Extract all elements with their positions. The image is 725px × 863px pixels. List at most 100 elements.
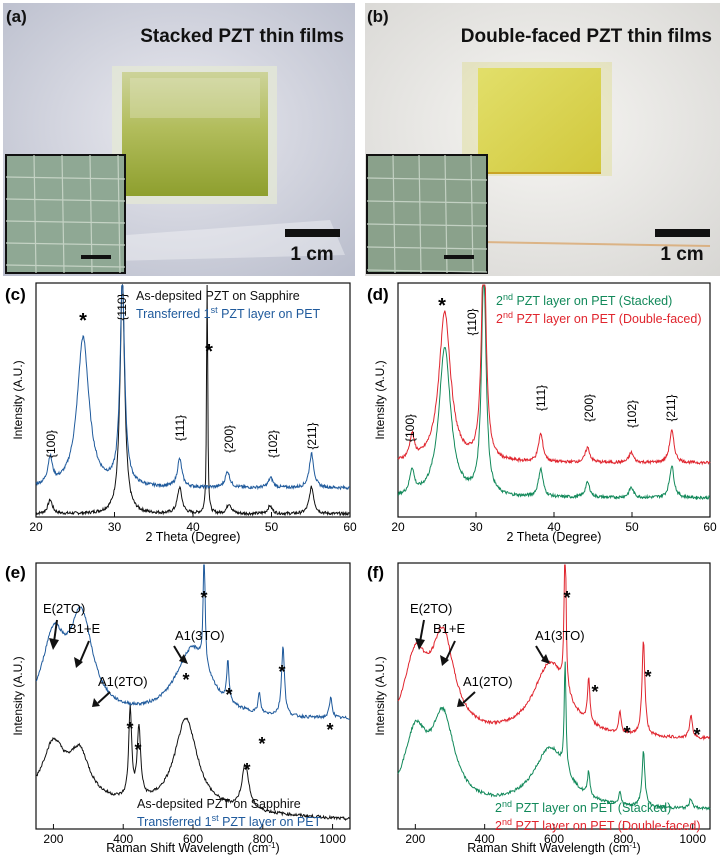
legend-entry-red: 2nd PZT layer on PET (Double-faced): [495, 817, 700, 833]
xrd-chart-c: (c) 20 30 40 50 60 As-depsited PZT on Sapphi…: [5, 282, 357, 544]
mode-label-a13to: A1(3TO): [535, 628, 585, 643]
peak-label-211: {211}: [664, 394, 678, 421]
x-axis-label: Raman Shift Wavelength (cm-1): [467, 841, 640, 856]
inset-micrograph: [5, 154, 126, 274]
star-marker: *: [79, 310, 87, 332]
star-marker: *: [258, 734, 265, 754]
annotation-arrows: [53, 619, 184, 704]
annotation-arrows: [419, 619, 546, 704]
legend-entry-green: 2nd PZT layer on PET (Stacked): [495, 799, 671, 815]
star-marker: *: [182, 670, 189, 690]
x-tick-label: 600: [183, 832, 203, 846]
x-axis-label: 2 Theta (Degree): [507, 530, 602, 544]
star-marker: *: [205, 341, 213, 363]
panel-label: (b): [367, 7, 389, 26]
star-marker: *: [278, 662, 285, 682]
series-line-as-deposited: [35, 704, 351, 822]
star-marker: *: [438, 295, 446, 317]
x-tick-label: 20: [29, 520, 43, 534]
series-line-double-faced: [397, 284, 711, 466]
peak-label-200: {200}: [222, 425, 236, 453]
panel-label: (c): [5, 285, 26, 304]
x-tick-label: 200: [405, 832, 425, 846]
x-tick-label: 1000: [679, 832, 706, 846]
x-tick-label: 30: [108, 520, 122, 534]
panel-label: (a): [6, 7, 27, 26]
film-highlight: [130, 78, 260, 118]
star-marker: *: [326, 720, 333, 740]
mode-label-b1e: B1+E: [68, 621, 100, 636]
y-axis-label: Intensity (A.U.): [373, 360, 387, 439]
x-tick-label: 30: [469, 520, 483, 534]
scalebar: [285, 229, 340, 237]
x-tick-label: 200: [43, 832, 63, 846]
stacked-pzt-film: [122, 72, 268, 196]
mode-label-a12to: A1(2TO): [463, 674, 513, 689]
mode-label-e2to: E(2TO): [43, 601, 85, 616]
x-axis: 200 400 600 800 1000: [43, 824, 346, 846]
mode-label-a13to: A1(3TO): [175, 628, 225, 643]
star-marker: *: [225, 685, 232, 705]
star-marker: *: [126, 719, 133, 739]
y-axis-label: Intensity (A.U.): [11, 656, 25, 735]
inset-grid: [366, 154, 488, 274]
x-tick-label: 60: [343, 520, 357, 534]
series-line-stacked: [397, 284, 711, 501]
peak-label-102: {102}: [266, 430, 280, 458]
star-marker: *: [591, 682, 598, 702]
mode-label-a12to: A1(2TO): [98, 674, 148, 689]
star-marker: *: [623, 723, 630, 743]
peak-label-102: {102}: [625, 400, 639, 428]
x-tick-label: 60: [703, 520, 717, 534]
peak-label-100: {100}: [44, 430, 58, 458]
x-tick-label: 400: [113, 832, 133, 846]
series-line-stacked: [397, 661, 711, 811]
x-tick-label: 40: [186, 520, 200, 534]
series-line-transferred: [35, 564, 350, 720]
legend-entry-black: As-depsited PZT on Sapphire: [136, 289, 300, 303]
mode-label-e2to: E(2TO): [410, 601, 452, 616]
legend-entry-red: 2nd PZT layer on PET (Double-faced): [496, 310, 701, 326]
legend-entry-blue: Transferred 1st PZT layer on PET: [136, 305, 321, 321]
x-axis: 20 30 40 50 60: [29, 512, 357, 534]
star-markers: * * * * *: [563, 588, 700, 745]
panel-label: (f): [367, 563, 384, 582]
peak-label-110: {110}: [115, 293, 129, 320]
annotation-arrowheads: [415, 638, 550, 707]
x-tick-label: 20: [391, 520, 405, 534]
peak-label-111: {111}: [534, 385, 548, 411]
substrate-edge: [479, 241, 711, 247]
annotation-arrowheads: [49, 638, 188, 707]
photo-title: Double-faced PZT thin films: [461, 26, 712, 47]
photo-title: Stacked PZT thin films: [140, 26, 344, 47]
inset-scalebar: [444, 255, 474, 259]
star-marker: *: [693, 725, 700, 745]
legend-entry-blue: Transferred 1st PZT layer on PET: [137, 813, 322, 829]
x-axis-label: Raman Shift Wavelength (cm-1): [106, 841, 279, 856]
star-marker: *: [644, 667, 651, 687]
x-tick-label: 50: [265, 520, 279, 534]
peak-label-110: {110}: [465, 308, 479, 335]
panel-label: (e): [5, 563, 26, 582]
y-axis-label: Intensity (A.U.): [11, 360, 25, 439]
legend-entry-black: As-depsited PZT on Sapphire: [137, 797, 301, 811]
peak-label-211: {211}: [305, 422, 319, 449]
star-marker: *: [200, 588, 207, 608]
x-tick-label: 400: [475, 832, 495, 846]
x-axis: 20 30 40 50 60: [391, 512, 717, 534]
raman-chart-f: (f) 200 400 600 800 1000 2nd PZT layer on PE…: [367, 562, 711, 856]
double-faced-pzt-film: [478, 68, 601, 172]
star-markers: * * * * * * * * *: [126, 588, 333, 780]
scalebar: [655, 229, 710, 237]
series-line-as-deposited: [35, 283, 351, 517]
x-axis: 200 400 600 800 1000: [405, 824, 706, 846]
x-tick-label: 40: [547, 520, 561, 534]
inset-grid: [5, 154, 126, 274]
xrd-chart-d: (d) 20 30 40 50 60 2nd PZT layer on PET (Sta…: [367, 282, 717, 544]
x-tick-label: 800: [613, 832, 633, 846]
series-line-transferred: [35, 284, 351, 491]
panel-a: 1 cm (a) Stacked PZT thin films: [3, 3, 355, 276]
star-marker: *: [134, 740, 141, 760]
peak-label-111: {111}: [173, 415, 187, 441]
